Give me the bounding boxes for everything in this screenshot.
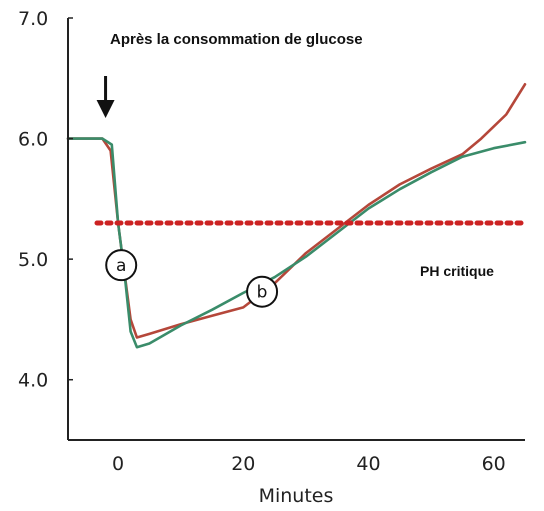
x-axis-label: Minutes xyxy=(259,485,334,507)
threshold-label: PH critique xyxy=(420,263,494,279)
x-tick-label: 60 xyxy=(482,453,506,475)
marker-a-circle xyxy=(105,249,138,282)
marker-layer: ab xyxy=(96,76,279,308)
x-tick-label: 0 xyxy=(112,453,124,475)
y-tick-label: 6.0 xyxy=(18,129,48,151)
axis-layer: 4.0 5.0 6.0 7.0 0 20 40 60 xyxy=(18,8,525,475)
y-tick-label: 4.0 xyxy=(18,370,48,392)
chart-title: Après la consommation de glucose xyxy=(110,31,363,48)
glucose-arrow-icon xyxy=(96,100,115,118)
marker-a-label: a xyxy=(116,256,126,276)
marker-b-circle xyxy=(246,275,279,308)
y-tick-label: 5.0 xyxy=(18,249,48,271)
x-tick-label: 20 xyxy=(231,453,255,475)
series-line-2 xyxy=(66,137,527,349)
series-layer xyxy=(66,83,527,349)
series-line-1 xyxy=(66,83,527,339)
x-tick-label: 40 xyxy=(356,453,380,475)
y-tick-label: 7.0 xyxy=(18,8,48,30)
marker-b-label: b xyxy=(257,283,268,303)
